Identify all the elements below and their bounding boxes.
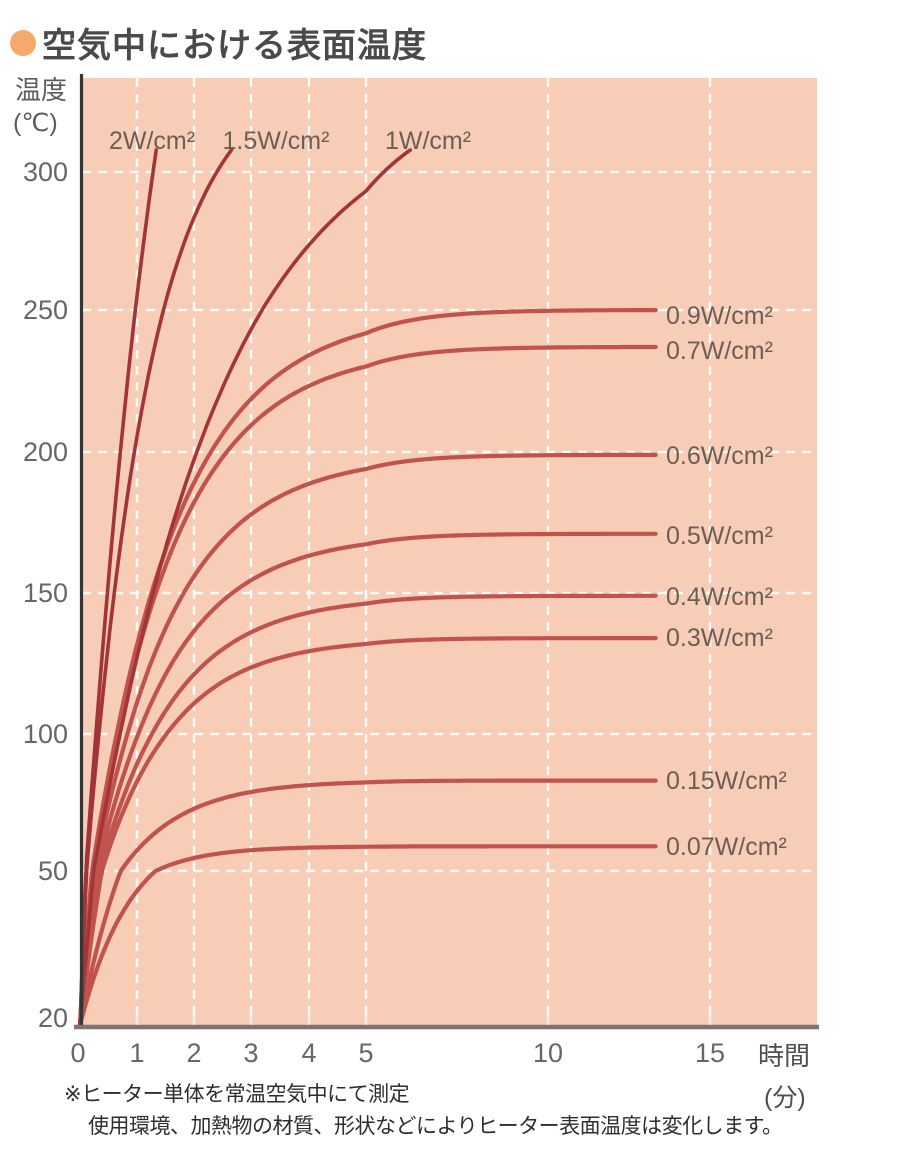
curve-1W/cm²	[78, 148, 413, 1027]
curve-label-0.15W/cm²: 0.15W/cm²	[666, 767, 787, 795]
y-tick-label-150: 150	[23, 578, 68, 608]
curve-label-0.9W/cm²: 0.9W/cm²	[666, 302, 773, 330]
footnote-disclaimer: 使用環境、加熱物の材質、形状などによりヒーター表面温度は変化します。	[88, 1115, 783, 1138]
curve-0.7W/cm²	[77, 344, 658, 1028]
x-tick-label-4: 4	[301, 1038, 316, 1068]
y-axis-unit: (℃)	[13, 109, 58, 137]
curve-label-0.3W/cm²: 0.3W/cm²	[666, 624, 773, 652]
curve-0.9W/cm²	[77, 308, 658, 1028]
y-axis-title: 温度	[15, 75, 68, 105]
y-tick-label-20: 20	[38, 1003, 68, 1033]
y-tick-label-300: 300	[23, 157, 68, 187]
y-tick-label-250: 250	[23, 295, 68, 325]
curve-2W/cm²	[78, 148, 158, 1027]
curve-0.3W/cm²	[77, 636, 658, 1028]
title-bullet-icon	[10, 29, 36, 56]
curve-0.5W/cm²	[77, 531, 658, 1028]
plot-area	[82, 78, 817, 1025]
x-tick-label-1: 1	[129, 1038, 144, 1068]
curve-label-1W/cm²: 1W/cm²	[385, 127, 471, 155]
x-tick-label-15: 15	[695, 1038, 725, 1068]
page-title: 空気中における表面温度	[42, 27, 427, 65]
curve-0.4W/cm²	[77, 593, 658, 1028]
curve-label-0.4W/cm²: 0.4W/cm²	[666, 583, 773, 611]
curve-0.07W/cm²	[77, 844, 658, 1028]
x-tick-label-0: 0	[70, 1038, 85, 1068]
curve-0.6W/cm²	[77, 452, 658, 1028]
curve-1.5W/cm²	[78, 148, 234, 1027]
curve-0.15W/cm²	[77, 778, 658, 1028]
curve-label-2W/cm²: 2W/cm²	[109, 127, 195, 155]
x-tick-label-3: 3	[243, 1038, 258, 1068]
x-tick-label-10: 10	[533, 1038, 563, 1068]
y-tick-label-50: 50	[38, 856, 68, 886]
curve-label-0.5W/cm²: 0.5W/cm²	[666, 522, 773, 550]
y-tick-label-200: 200	[23, 437, 68, 467]
y-tick-label-100: 100	[23, 719, 68, 749]
x-tick-label-2: 2	[186, 1038, 201, 1068]
x-axis-unit: (分)	[764, 1084, 806, 1112]
curve-label-1.5W/cm²: 1.5W/cm²	[223, 127, 330, 155]
footnote-measurement-condition: ※ヒーター単体を常温空気中にて測定	[64, 1083, 410, 1106]
x-tick-label-5: 5	[358, 1038, 373, 1068]
curve-label-0.6W/cm²: 0.6W/cm²	[666, 442, 773, 470]
curve-label-0.7W/cm²: 0.7W/cm²	[666, 337, 773, 365]
chart-title-row: 空気中における表面温度	[10, 18, 427, 67]
x-axis-title: 時間	[758, 1041, 811, 1071]
curve-label-0.07W/cm²: 0.07W/cm²	[666, 833, 787, 861]
